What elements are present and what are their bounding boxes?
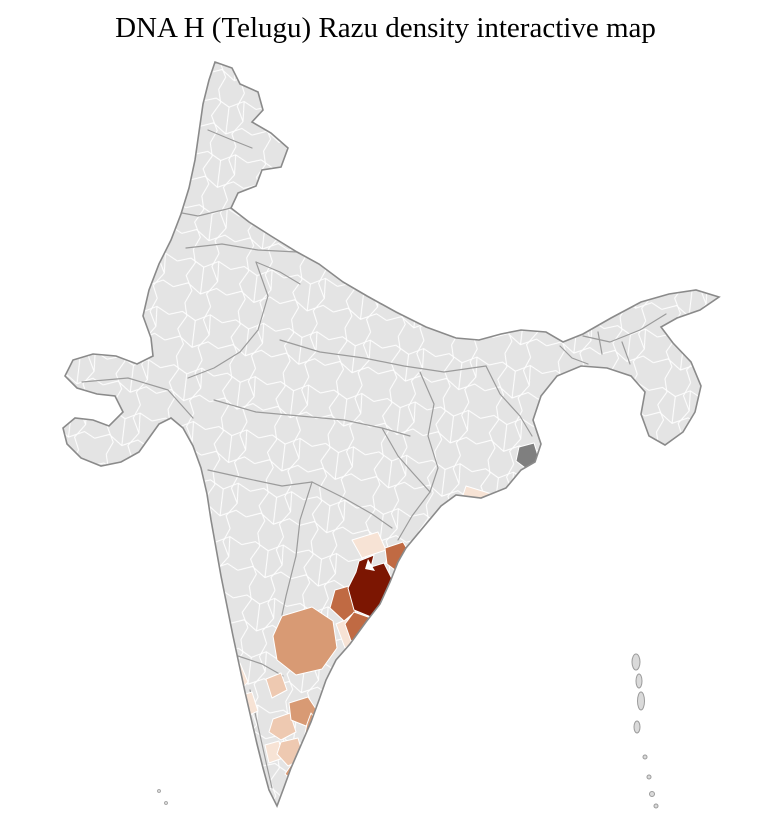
state-border-line [295, 481, 313, 557]
state-border-line [279, 339, 487, 373]
state-border-line [419, 371, 439, 493]
state-border-line [621, 341, 631, 365]
district-gap-notch [365, 559, 375, 571]
state-border-line [582, 313, 667, 343]
district-medium-low-density-3[interactable] [268, 712, 297, 741]
district-low-density-2[interactable] [441, 506, 477, 536]
state-border-line [207, 469, 313, 487]
page-title: DNA H (Telugu) Razu density interactive … [115, 12, 656, 44]
state-border-line [185, 243, 298, 253]
state-border-line [81, 377, 194, 419]
state-border-line [559, 345, 589, 365]
state-border-line [187, 261, 269, 379]
state-border-line [485, 365, 533, 437]
island[interactable] [635, 673, 643, 689]
island[interactable] [642, 754, 648, 760]
district-medium-density-1[interactable] [272, 606, 338, 676]
state-border-line [237, 655, 284, 677]
state-border-line [397, 491, 431, 541]
state-border-line [597, 331, 603, 355]
state-border-line [207, 129, 253, 149]
island[interactable] [157, 789, 161, 793]
state-border-line [213, 399, 411, 437]
island[interactable] [649, 791, 655, 797]
state-border-line [311, 481, 393, 529]
district-low-density-3[interactable] [419, 521, 456, 558]
andaman-nicobar-islands[interactable] [631, 653, 659, 809]
island[interactable] [164, 801, 168, 805]
island[interactable] [637, 691, 645, 711]
district-boundaries-texture [63, 62, 719, 806]
island[interactable] [633, 720, 641, 734]
island[interactable] [653, 803, 659, 809]
state-border-line [255, 261, 301, 285]
district-medium-low-density-2[interactable] [265, 672, 288, 699]
island[interactable] [646, 774, 652, 780]
state-border-line [381, 427, 431, 493]
lakshadweep-islands[interactable] [157, 789, 168, 805]
island[interactable] [631, 653, 641, 671]
